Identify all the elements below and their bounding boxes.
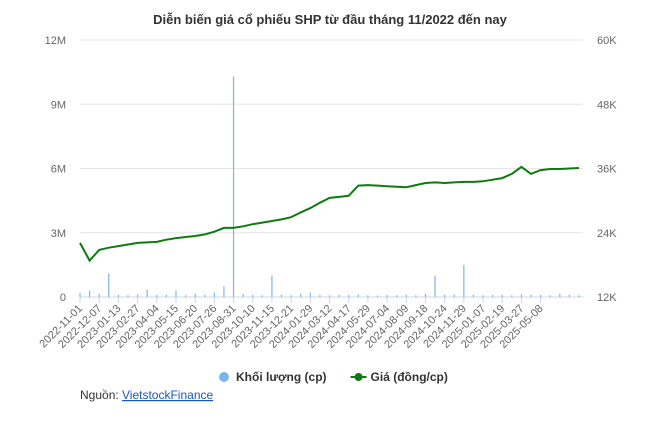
- volume-bar: [79, 292, 81, 297]
- volume-bar: [348, 295, 350, 297]
- volume-bar: [367, 295, 369, 297]
- volume-bar: [165, 294, 167, 297]
- volume-bar: [309, 292, 311, 297]
- volume-bar: [386, 295, 388, 297]
- y-tick-label: 6M: [51, 164, 66, 176]
- volume-bar: [492, 295, 494, 297]
- volume-bar: [578, 295, 580, 297]
- volume-bar: [568, 294, 571, 297]
- volume-bar: [300, 293, 302, 297]
- volume-bar: [415, 295, 417, 297]
- volume-bar: [242, 293, 244, 297]
- volume-bar: [280, 294, 283, 297]
- y-tick-label: 0: [60, 292, 66, 304]
- volume-bar: [338, 294, 340, 297]
- source-label: Nguồn:: [80, 388, 119, 402]
- volume-bar: [501, 294, 503, 297]
- legend-label: Giá (đồng/cp): [371, 370, 448, 384]
- volume-bar: [175, 290, 177, 297]
- volume-bar: [204, 294, 206, 297]
- volume-bar: [540, 295, 542, 297]
- volume-bar: [136, 294, 139, 297]
- volume-bar: [252, 294, 254, 297]
- source-link[interactable]: VietstockFinance: [122, 388, 213, 402]
- volume-bar: [108, 273, 110, 297]
- volume-bar: [463, 264, 465, 297]
- volume-bar: [511, 295, 513, 297]
- volume-bar: [453, 294, 455, 297]
- legend-item[interactable]: Khối lượng (cp): [219, 370, 327, 384]
- volume-bar: [261, 295, 263, 297]
- volume-bar: [530, 294, 532, 297]
- volume-bar: [194, 293, 196, 297]
- price-line: [79, 165, 580, 263]
- y-tick-label: 3M: [51, 228, 66, 240]
- volume-bar: [117, 294, 119, 297]
- y2-tick-label: 24K: [597, 228, 617, 240]
- y2-tick-label: 12K: [597, 292, 617, 304]
- volume-bar: [213, 292, 215, 297]
- volume-bar: [472, 294, 475, 297]
- volume-bar: [271, 275, 273, 297]
- volume-bar: [328, 295, 331, 297]
- volume-bar: [376, 295, 379, 297]
- volume-bar: [405, 294, 407, 297]
- volume-bar: [520, 294, 523, 297]
- volume-bar: [290, 295, 292, 297]
- volume-bar: [319, 294, 321, 297]
- volume-bar: [434, 275, 436, 297]
- y2-tick-label: 36K: [597, 164, 617, 176]
- legend-swatch: [219, 372, 229, 382]
- volume-bar: [396, 295, 398, 297]
- volume-bar: [549, 295, 551, 297]
- y2-tick-label: 48K: [597, 99, 617, 111]
- y-tick-label: 12M: [45, 35, 66, 47]
- volume-bar: [482, 295, 484, 297]
- volume-bar: [559, 293, 561, 297]
- volume-bar: [223, 286, 225, 297]
- legend-label: Khối lượng (cp): [236, 370, 327, 384]
- volume-bar: [424, 293, 427, 297]
- y2-tick-label: 60K: [597, 35, 617, 47]
- legend-item[interactable]: Giá (đồng/cp): [350, 370, 448, 384]
- volume-bar: [232, 76, 235, 298]
- volume-bar: [127, 295, 129, 297]
- volume-bar: [88, 290, 91, 297]
- volume-bar: [156, 295, 158, 297]
- chart-title: Diễn biến giá cổ phiếu SHP từ đầu tháng …: [153, 12, 508, 27]
- volume-bar: [184, 295, 187, 297]
- legend-swatch: [354, 373, 363, 381]
- volume-bar: [98, 293, 100, 297]
- volume-bar: [444, 294, 446, 297]
- volume-bar: [357, 294, 359, 297]
- volume-bar: [146, 289, 148, 297]
- y-tick-label: 9M: [51, 99, 66, 111]
